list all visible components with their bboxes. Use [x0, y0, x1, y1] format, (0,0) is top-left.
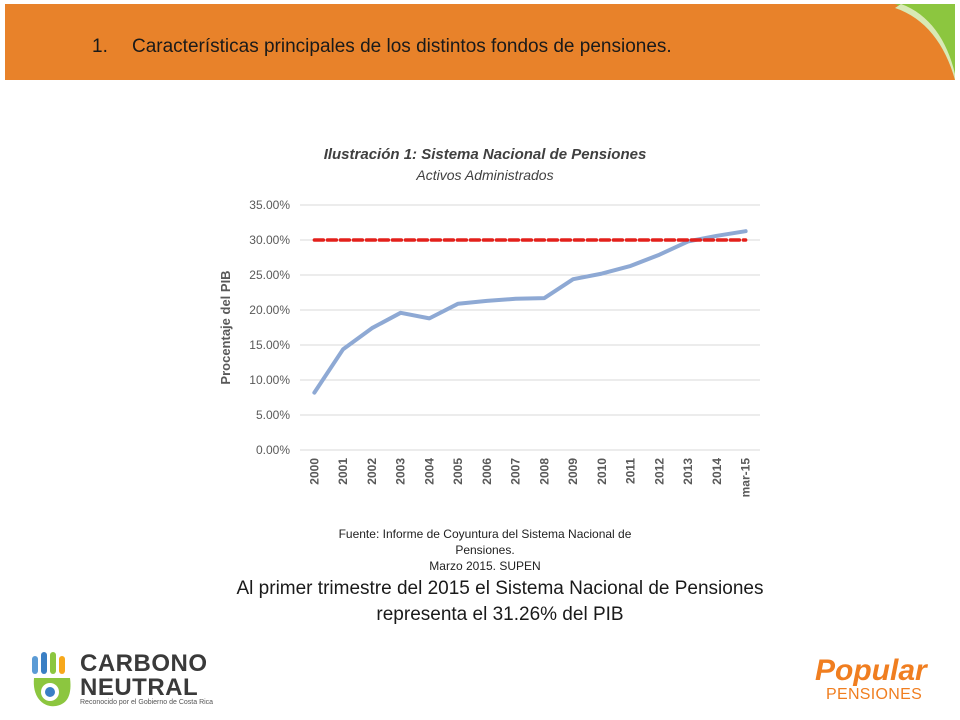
- x-tick-label: 2002: [365, 458, 379, 485]
- x-tick-label: 2011: [624, 458, 638, 484]
- y-tick-label: 15.00%: [249, 338, 290, 352]
- y-tick-label: 20.00%: [249, 303, 290, 317]
- x-tick-label: 2014: [710, 458, 724, 485]
- x-tick-label: 2008: [537, 458, 551, 485]
- title-text: Características principales de los disti…: [132, 36, 672, 57]
- x-tick-label: 2003: [394, 458, 408, 485]
- x-tick-label: 2012: [652, 458, 666, 485]
- y-tick-label: 30.00%: [249, 233, 290, 247]
- title-number: 1.: [92, 36, 108, 57]
- carbono-logo-text: CARBONO: [80, 650, 208, 677]
- x-tick-label: 2004: [422, 458, 436, 485]
- chart-subtitle: Activos Administrados: [415, 167, 553, 183]
- corner-leaf-decoration: [895, 4, 955, 80]
- x-tick-label: 2009: [566, 458, 580, 485]
- slide-title: 1. Características principales de los dis…: [92, 36, 672, 58]
- y-tick-label: 35.00%: [249, 198, 290, 212]
- line-chart: Ilustración 1: Sistema Nacional de Pensi…: [218, 146, 760, 498]
- series-line-activos: [312, 229, 748, 395]
- source-note: Fuente: Informe de Coyuntura del Sistema…: [320, 526, 650, 574]
- y-tick-label: 0.00%: [256, 443, 290, 457]
- popular-logo-text: Popular: [815, 654, 927, 687]
- x-tick-label: 2013: [681, 458, 695, 485]
- y-tick-label: 10.00%: [249, 373, 290, 387]
- x-tick-label: 2001: [336, 458, 350, 485]
- y-tick-label: 25.00%: [249, 268, 290, 282]
- carbono-logo-tagline: Reconocido por el Gobierno de Costa Rica: [80, 699, 214, 706]
- x-tick-label: 2010: [595, 458, 609, 485]
- y-axis-label: Procentaje del PIB: [218, 270, 233, 384]
- neutral-logo-text: NEUTRAL: [80, 674, 199, 701]
- y-tick-label: 5.00%: [256, 408, 290, 422]
- source-line-1: Fuente: Informe de Coyuntura del Sistema…: [338, 527, 632, 557]
- x-tick-label: 2000: [307, 458, 321, 485]
- caption-line-1: Al primer trimestre del 2015 el Sistema …: [236, 578, 764, 599]
- pensiones-logo-text: PENSIONES: [826, 686, 923, 703]
- x-tick-label: 2007: [509, 458, 523, 485]
- source-line-2: Marzo 2015. SUPEN: [429, 559, 541, 573]
- caption-line-2: representa el 31.26% del PIB: [376, 604, 624, 625]
- chart-title: Ilustración 1: Sistema Nacional de Pensi…: [324, 146, 647, 163]
- summary-caption: Al primer trimestre del 2015 el Sistema …: [160, 576, 840, 628]
- x-tick-label: 2006: [480, 458, 494, 485]
- header-banner: [5, 4, 955, 80]
- carbono-neutral-hand-icon: [32, 652, 71, 707]
- x-tick-label: mar-15: [739, 458, 753, 498]
- x-tick-label: 2005: [451, 458, 465, 485]
